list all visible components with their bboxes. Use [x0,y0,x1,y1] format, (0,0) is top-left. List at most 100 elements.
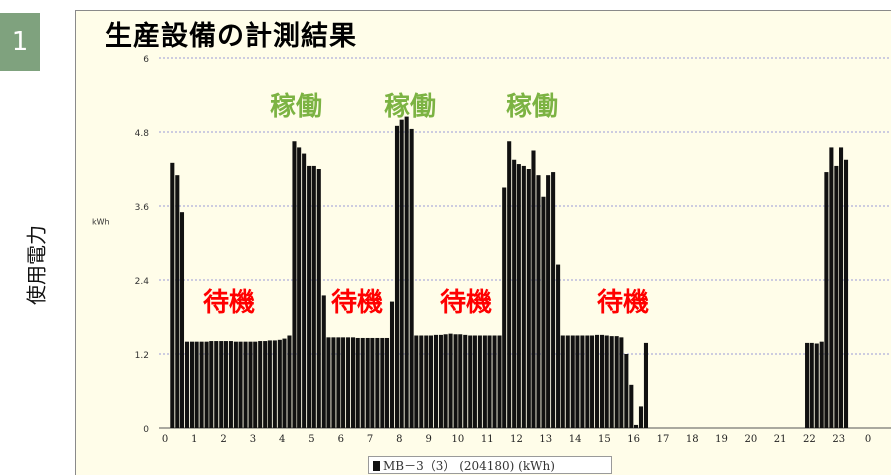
bar [175,175,180,428]
bar [238,341,243,428]
x-tick-label: 23 [832,434,845,445]
annotation-standby-2: 待機 [331,288,384,318]
bar [302,153,307,428]
bar [394,125,400,428]
bar [546,175,551,428]
annotation-standby-4: 待機 [597,288,650,318]
bar [209,341,214,428]
bar [248,341,253,428]
bar [526,169,531,428]
bar [233,341,238,428]
bar [619,337,624,428]
x-tick-label: 1 [191,434,197,445]
y-axis-label: kWh [92,218,110,227]
annotation-running-1: 稼働 [270,92,323,122]
bar [277,339,282,428]
bar [365,337,370,428]
chart-title: 生産設備の計測結果 [105,21,357,52]
bar [834,165,839,429]
bar [272,340,277,428]
annotation-running-2: 稼働 [384,92,437,122]
bar [629,384,634,428]
bar [556,264,561,428]
bar [370,337,375,428]
bar [351,337,356,428]
x-tick-label: 17 [657,434,670,445]
bar [267,340,272,428]
x-tick-label: 22 [803,434,816,445]
bar [497,335,502,428]
bar [560,335,565,428]
bar [287,335,292,428]
bar [389,301,395,428]
annotation-running-3: 稼働 [506,92,559,122]
bar [468,335,473,428]
y-tick-label: 3.6 [135,203,150,213]
bar [321,295,326,428]
bar [292,141,297,428]
bar [551,172,556,428]
bar [643,342,649,428]
bar [297,147,302,429]
bar [624,354,629,428]
bar [463,334,468,428]
bar [507,141,512,428]
bar [424,335,429,428]
bar [307,165,312,429]
bar [585,335,590,428]
bar [355,337,360,428]
x-tick-label: 6 [338,434,344,445]
bar [341,337,346,428]
bar [380,337,385,428]
bar [443,334,448,428]
bar [419,335,424,428]
bar [404,116,409,428]
bar [814,343,819,428]
bar [384,337,390,428]
bar [409,128,414,429]
x-tick-label: 21 [774,434,787,445]
bar [184,341,190,428]
bar [839,147,844,429]
step-number-badge: 1 [0,13,40,71]
chart-panel: 0 1.2 2.4 3.6 4.8 6 kWh 0 1 2 3 4 5 6 7 8 9 10 11 12 13 14 15 1… [75,10,891,475]
bar [805,342,810,428]
bar [809,342,814,428]
x-tick-label: 5 [308,434,314,445]
bar [521,165,526,429]
bar [604,335,609,428]
y-tick-label: 6 [143,55,149,65]
x-tick-label: 0 [162,434,168,445]
bar [204,341,209,428]
bar [253,341,258,428]
x-tick-label: 13 [539,434,552,445]
x-tick-label: 8 [396,434,402,445]
bar [346,337,351,428]
bar [448,333,453,428]
bar [580,335,585,428]
bar [399,119,404,429]
bar [194,341,199,428]
x-tick-label: 7 [367,434,373,445]
y-tick-label: 4.8 [135,129,150,139]
chart-legend: MB－3（3） (204180) (kWh) [368,456,612,474]
x-tick-label: 4 [279,434,285,445]
y-tick-label: 1.2 [135,351,149,361]
bar [433,334,438,428]
bar [263,341,268,428]
bar [824,172,829,428]
bar [516,164,521,428]
y-tick-label: 0 [143,425,149,435]
bar [492,335,497,428]
bar [565,335,570,428]
bar [219,341,224,428]
bar [336,337,341,428]
bar [638,406,644,428]
bar [223,341,228,428]
bar [414,335,419,428]
legend-label: MB－3（3） (204180) (kWh) [383,459,555,473]
bar [214,341,219,428]
bar [243,341,248,428]
bar [458,334,463,428]
